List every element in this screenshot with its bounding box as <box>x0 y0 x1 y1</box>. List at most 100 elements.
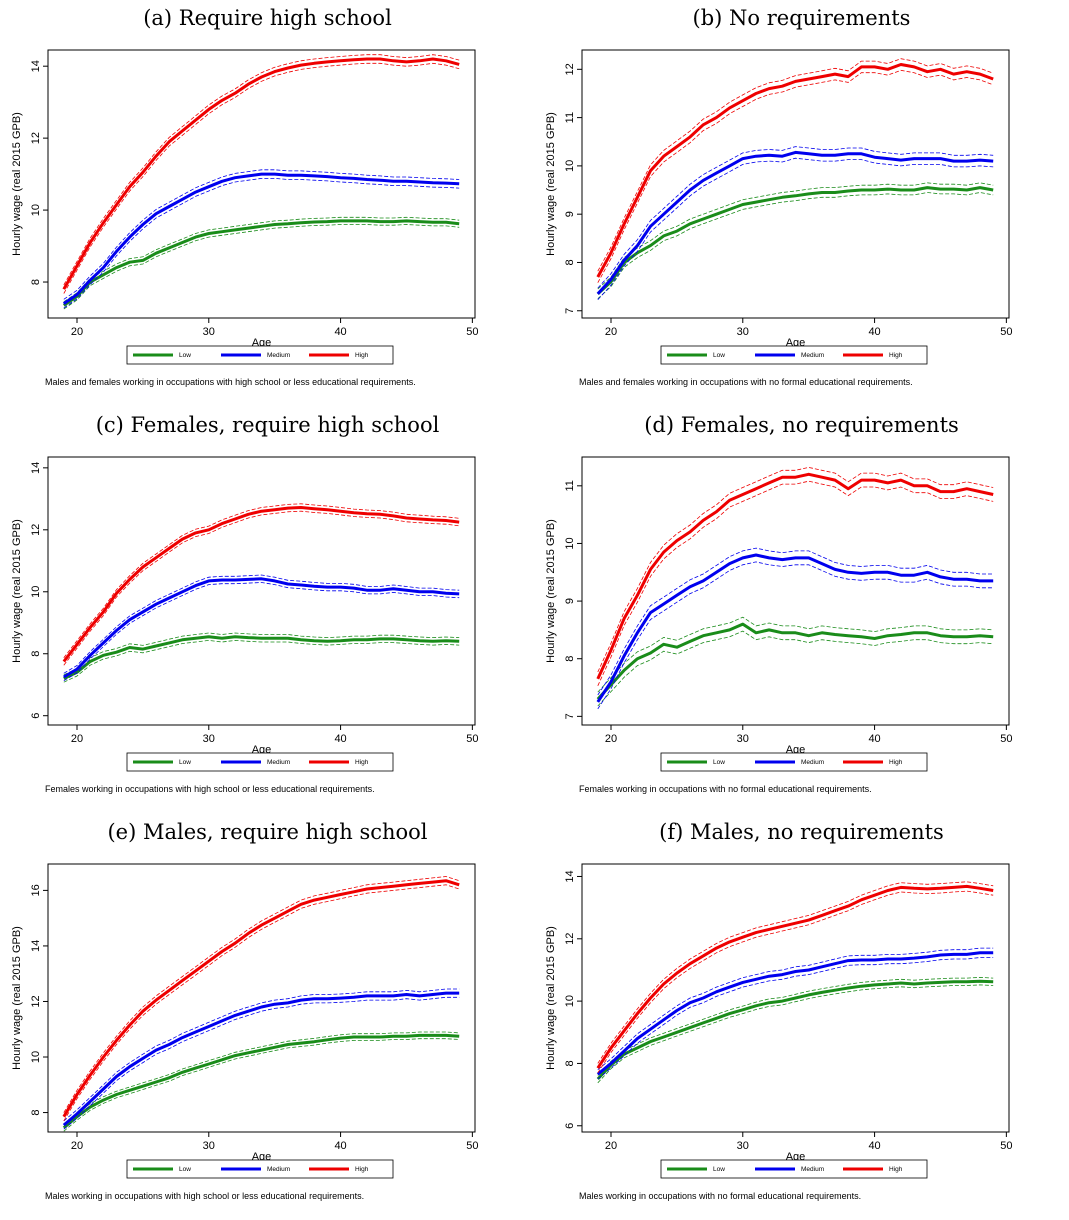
ci-upper-high <box>597 58 994 272</box>
legend-label: Low <box>713 759 725 766</box>
ci-upper-medium <box>597 947 994 1071</box>
ci-upper-low <box>63 1031 460 1125</box>
series-line-high <box>62 879 460 1118</box>
plot-frame <box>47 456 476 726</box>
ci-upper-low <box>63 216 460 303</box>
panel-note: Males and females working in occupations… <box>45 377 416 387</box>
series-line-high <box>62 57 460 290</box>
panel-e: (e) Males, require high school 20 30 40 50 8… <box>0 814 535 1214</box>
y-tick-label: 7 <box>564 713 576 719</box>
ci-lower-low <box>597 984 994 1084</box>
y-tick-label: 8 <box>564 1060 576 1066</box>
legend-label: Low <box>179 352 191 359</box>
ci-upper-medium <box>597 547 994 696</box>
x-tick-label: 30 <box>737 326 749 338</box>
x-tick-label: 40 <box>868 1140 880 1152</box>
y-axis-label: Hourly wage (real 2015 GPB) <box>11 926 23 1070</box>
x-tick-label: 20 <box>71 326 83 338</box>
ci-upper-low <box>63 632 460 676</box>
panel-note: Males and females working in occupations… <box>579 377 913 387</box>
series-line-medium <box>596 150 994 295</box>
series-line-low <box>63 635 460 680</box>
x-tick-label: 50 <box>1000 1140 1012 1152</box>
ci-upper-high <box>597 881 994 1064</box>
y-axis-label: Hourly wage (real 2015 GPB) <box>11 519 23 663</box>
y-tick-label: 12 <box>30 995 42 1007</box>
panel-note: Females working in occupations with no f… <box>579 784 872 794</box>
x-tick-label: 20 <box>71 733 83 745</box>
ci-upper-high <box>63 876 460 1113</box>
plot-frame <box>581 49 1010 319</box>
y-tick-label: 14 <box>30 940 42 952</box>
y-tick-label: 10 <box>564 995 576 1007</box>
plot-frame <box>47 863 476 1133</box>
x-tick-label: 40 <box>334 1140 346 1152</box>
ci-lower-low <box>597 192 994 299</box>
y-tick-label: 10 <box>30 586 42 598</box>
y-tick-label: 8 <box>30 279 42 285</box>
ci-upper-high <box>63 54 460 286</box>
x-tick-label: 20 <box>605 326 617 338</box>
x-tick-label: 30 <box>203 1140 215 1152</box>
series-line-medium <box>596 951 994 1076</box>
series-line-medium <box>63 577 460 679</box>
series-line-medium <box>62 991 460 1127</box>
ci-upper-low <box>597 976 994 1076</box>
legend-label: Low <box>713 1166 725 1173</box>
ci-lower-high <box>63 884 460 1122</box>
x-tick-label: 20 <box>71 1140 83 1152</box>
y-tick-label: 8 <box>564 259 576 265</box>
y-tick-label: 11 <box>564 480 576 491</box>
panel-title: (c) Females, require high school <box>95 413 440 437</box>
panel-note: Females working in occupations with high… <box>45 784 375 794</box>
series-line-medium <box>596 553 994 703</box>
legend-label: Low <box>713 352 725 359</box>
legend-label: Low <box>179 1166 191 1173</box>
y-tick-label: 8 <box>564 656 576 662</box>
y-tick-label: 14 <box>564 870 576 882</box>
legend-label: High <box>889 1166 903 1173</box>
x-tick-label: 40 <box>334 326 346 338</box>
x-tick-label: 30 <box>203 326 215 338</box>
x-tick-label: 30 <box>737 733 749 745</box>
panel-title: (f) Males, no requirements <box>659 820 944 844</box>
y-tick-label: 12 <box>30 132 42 144</box>
panel-f: (f) Males, no requirements 20 30 40 50 6 8 10 1… <box>534 814 1069 1214</box>
ci-lower-medium <box>597 157 994 300</box>
y-tick-label: 6 <box>564 1123 576 1129</box>
legend-label: Medium <box>267 1166 290 1173</box>
ci-lower-low <box>63 224 460 310</box>
series-line-high <box>596 63 994 278</box>
x-tick-label: 20 <box>605 733 617 745</box>
y-axis-label: Hourly wage (real 2015 GPB) <box>545 519 557 663</box>
series-line-low <box>596 979 994 1081</box>
ci-lower-medium <box>63 996 460 1130</box>
y-tick-label: 12 <box>564 933 576 945</box>
y-tick-label: 11 <box>564 112 576 123</box>
legend-label: High <box>889 352 903 359</box>
ci-lower-medium <box>63 177 460 309</box>
series-line-high <box>596 884 994 1069</box>
y-axis-label: Hourly wage (real 2015 GPB) <box>545 926 557 1070</box>
ci-lower-high <box>597 890 994 1074</box>
ci-lower-high <box>63 62 460 294</box>
legend-label: Medium <box>801 759 824 766</box>
y-tick-label: 16 <box>30 884 42 896</box>
x-tick-label: 50 <box>1000 326 1012 338</box>
x-tick-label: 50 <box>466 733 478 745</box>
panel-title: (d) Females, no requirements <box>644 413 959 437</box>
y-tick-label: 6 <box>30 713 42 719</box>
y-axis-label: Hourly wage (real 2015 GPB) <box>11 112 23 256</box>
y-tick-label: 12 <box>564 63 576 75</box>
legend-label: High <box>355 759 369 766</box>
legend-label: Medium <box>267 759 290 766</box>
x-tick-label: 40 <box>334 733 346 745</box>
ci-upper-medium <box>63 169 460 300</box>
x-tick-label: 50 <box>1000 733 1012 745</box>
ci-upper-high <box>63 503 460 659</box>
plot-frame <box>47 49 476 319</box>
